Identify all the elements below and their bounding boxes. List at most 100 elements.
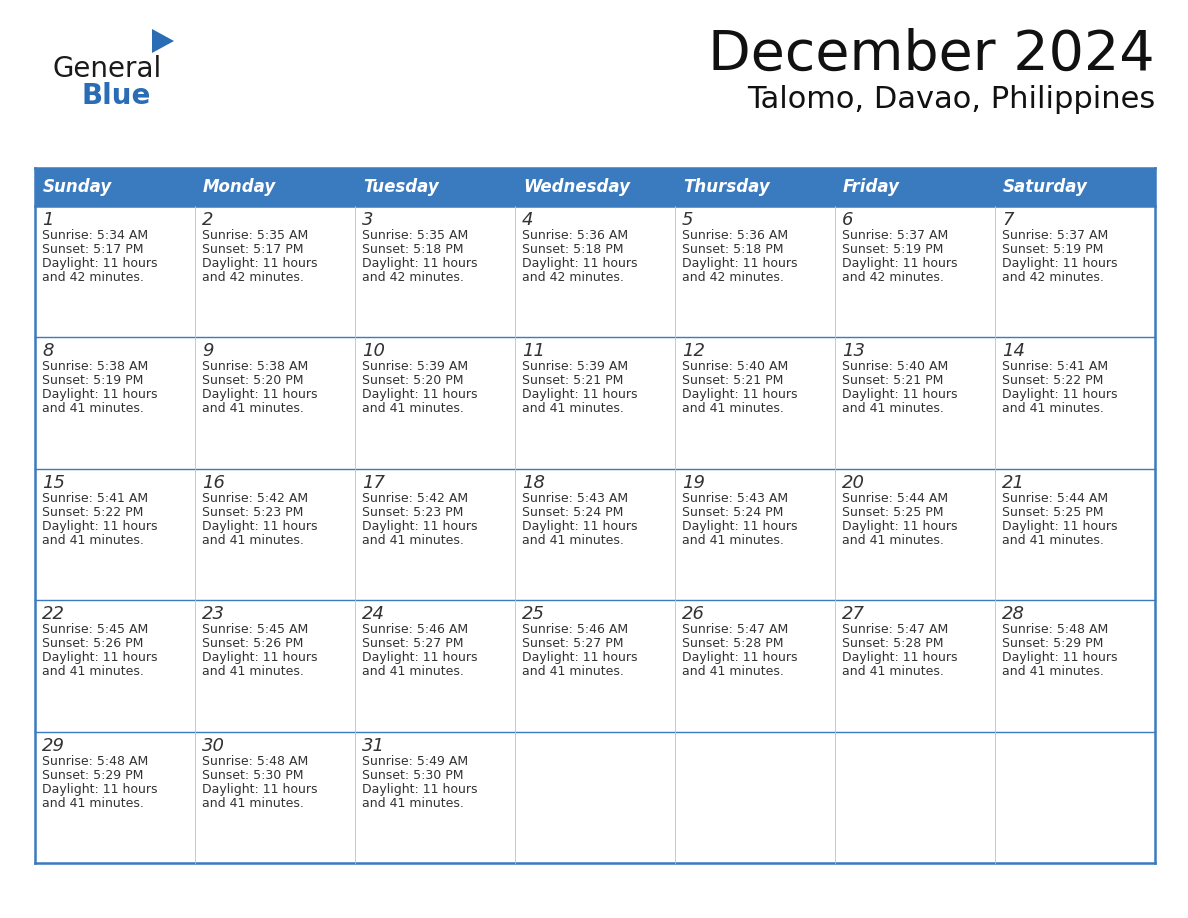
Text: Daylight: 11 hours: Daylight: 11 hours: [1001, 651, 1118, 665]
Text: Sunrise: 5:34 AM: Sunrise: 5:34 AM: [42, 229, 148, 242]
Text: and 41 minutes.: and 41 minutes.: [362, 402, 463, 416]
Text: 13: 13: [842, 342, 865, 361]
Text: Sunday: Sunday: [43, 178, 112, 196]
Text: and 41 minutes.: and 41 minutes.: [362, 797, 463, 810]
Text: and 41 minutes.: and 41 minutes.: [202, 797, 304, 810]
Text: 10: 10: [362, 342, 385, 361]
Text: Sunrise: 5:40 AM: Sunrise: 5:40 AM: [682, 361, 789, 374]
Bar: [996, 469, 1155, 600]
Text: Friday: Friday: [843, 178, 901, 196]
Text: 24: 24: [362, 605, 385, 623]
Bar: [195, 469, 355, 600]
Text: Saturday: Saturday: [1003, 178, 1088, 196]
Text: 1: 1: [42, 211, 53, 229]
Text: and 41 minutes.: and 41 minutes.: [682, 666, 784, 678]
Text: and 42 minutes.: and 42 minutes.: [362, 271, 463, 284]
Text: Sunset: 5:24 PM: Sunset: 5:24 PM: [682, 506, 783, 519]
Text: 16: 16: [202, 474, 225, 492]
Text: Sunset: 5:17 PM: Sunset: 5:17 PM: [42, 243, 144, 256]
Text: Sunrise: 5:44 AM: Sunrise: 5:44 AM: [1001, 492, 1108, 505]
Text: Sunset: 5:20 PM: Sunset: 5:20 PM: [202, 375, 303, 387]
Text: Sunrise: 5:46 AM: Sunrise: 5:46 AM: [362, 623, 468, 636]
Bar: [195, 600, 355, 732]
Text: Sunset: 5:21 PM: Sunset: 5:21 PM: [682, 375, 783, 387]
Text: Sunset: 5:29 PM: Sunset: 5:29 PM: [42, 768, 144, 781]
Text: 14: 14: [1001, 342, 1025, 361]
Text: Sunset: 5:20 PM: Sunset: 5:20 PM: [362, 375, 463, 387]
Text: 31: 31: [362, 736, 385, 755]
Bar: [355, 600, 516, 732]
Text: Daylight: 11 hours: Daylight: 11 hours: [42, 520, 158, 532]
Text: 6: 6: [842, 211, 853, 229]
Text: and 41 minutes.: and 41 minutes.: [202, 533, 304, 547]
Text: Daylight: 11 hours: Daylight: 11 hours: [842, 388, 958, 401]
Text: Sunset: 5:30 PM: Sunset: 5:30 PM: [362, 768, 463, 781]
Text: and 41 minutes.: and 41 minutes.: [362, 533, 463, 547]
Text: Talomo, Davao, Philippines: Talomo, Davao, Philippines: [747, 85, 1155, 114]
Text: 30: 30: [202, 736, 225, 755]
Text: and 41 minutes.: and 41 minutes.: [522, 666, 624, 678]
Text: and 41 minutes.: and 41 minutes.: [362, 666, 463, 678]
Text: and 41 minutes.: and 41 minutes.: [1001, 666, 1104, 678]
Text: Sunset: 5:21 PM: Sunset: 5:21 PM: [842, 375, 943, 387]
Text: and 41 minutes.: and 41 minutes.: [42, 797, 144, 810]
Text: Daylight: 11 hours: Daylight: 11 hours: [42, 651, 158, 665]
Text: 22: 22: [42, 605, 65, 623]
Text: and 42 minutes.: and 42 minutes.: [1001, 271, 1104, 284]
Text: and 41 minutes.: and 41 minutes.: [42, 402, 144, 416]
Bar: [835, 206, 996, 338]
Text: Daylight: 11 hours: Daylight: 11 hours: [1001, 388, 1118, 401]
Bar: [835, 732, 996, 863]
Text: 12: 12: [682, 342, 704, 361]
Text: Sunrise: 5:48 AM: Sunrise: 5:48 AM: [42, 755, 148, 767]
Text: Sunset: 5:29 PM: Sunset: 5:29 PM: [1001, 637, 1104, 650]
Text: Sunrise: 5:47 AM: Sunrise: 5:47 AM: [842, 623, 948, 636]
Text: Daylight: 11 hours: Daylight: 11 hours: [362, 651, 478, 665]
Text: Daylight: 11 hours: Daylight: 11 hours: [1001, 520, 1118, 532]
Text: Sunset: 5:23 PM: Sunset: 5:23 PM: [202, 506, 303, 519]
Bar: [675, 338, 835, 469]
Bar: [996, 206, 1155, 338]
Text: Sunset: 5:24 PM: Sunset: 5:24 PM: [522, 506, 624, 519]
Bar: [675, 206, 835, 338]
Text: Daylight: 11 hours: Daylight: 11 hours: [842, 257, 958, 270]
Text: and 41 minutes.: and 41 minutes.: [1001, 402, 1104, 416]
Text: Daylight: 11 hours: Daylight: 11 hours: [842, 520, 958, 532]
Text: and 42 minutes.: and 42 minutes.: [42, 271, 144, 284]
Bar: [355, 206, 516, 338]
Text: 27: 27: [842, 605, 865, 623]
Bar: [675, 732, 835, 863]
Text: Daylight: 11 hours: Daylight: 11 hours: [42, 257, 158, 270]
Text: 5: 5: [682, 211, 694, 229]
Text: Sunset: 5:23 PM: Sunset: 5:23 PM: [362, 506, 463, 519]
Text: Sunrise: 5:48 AM: Sunrise: 5:48 AM: [202, 755, 308, 767]
Text: and 42 minutes.: and 42 minutes.: [522, 271, 624, 284]
Bar: [195, 732, 355, 863]
Text: and 41 minutes.: and 41 minutes.: [202, 666, 304, 678]
Text: Sunset: 5:17 PM: Sunset: 5:17 PM: [202, 243, 303, 256]
Text: 11: 11: [522, 342, 545, 361]
Text: Daylight: 11 hours: Daylight: 11 hours: [682, 651, 797, 665]
Text: Daylight: 11 hours: Daylight: 11 hours: [42, 388, 158, 401]
Text: and 41 minutes.: and 41 minutes.: [202, 402, 304, 416]
Text: Daylight: 11 hours: Daylight: 11 hours: [362, 257, 478, 270]
Bar: [835, 469, 996, 600]
Text: Sunset: 5:27 PM: Sunset: 5:27 PM: [522, 637, 624, 650]
Text: Sunrise: 5:43 AM: Sunrise: 5:43 AM: [522, 492, 628, 505]
Text: 19: 19: [682, 474, 704, 492]
Text: 29: 29: [42, 736, 65, 755]
Text: and 41 minutes.: and 41 minutes.: [842, 402, 944, 416]
Text: 9: 9: [202, 342, 214, 361]
Text: December 2024: December 2024: [708, 28, 1155, 82]
Text: 18: 18: [522, 474, 545, 492]
Text: Daylight: 11 hours: Daylight: 11 hours: [682, 520, 797, 532]
Text: Blue: Blue: [82, 82, 151, 110]
Text: Daylight: 11 hours: Daylight: 11 hours: [362, 783, 478, 796]
Text: Sunrise: 5:44 AM: Sunrise: 5:44 AM: [842, 492, 948, 505]
Text: Sunset: 5:26 PM: Sunset: 5:26 PM: [202, 637, 303, 650]
Text: Daylight: 11 hours: Daylight: 11 hours: [362, 520, 478, 532]
Bar: [34, 206, 195, 338]
Text: Sunset: 5:26 PM: Sunset: 5:26 PM: [42, 637, 144, 650]
Text: Sunset: 5:19 PM: Sunset: 5:19 PM: [842, 243, 943, 256]
Text: Sunset: 5:19 PM: Sunset: 5:19 PM: [1001, 243, 1104, 256]
